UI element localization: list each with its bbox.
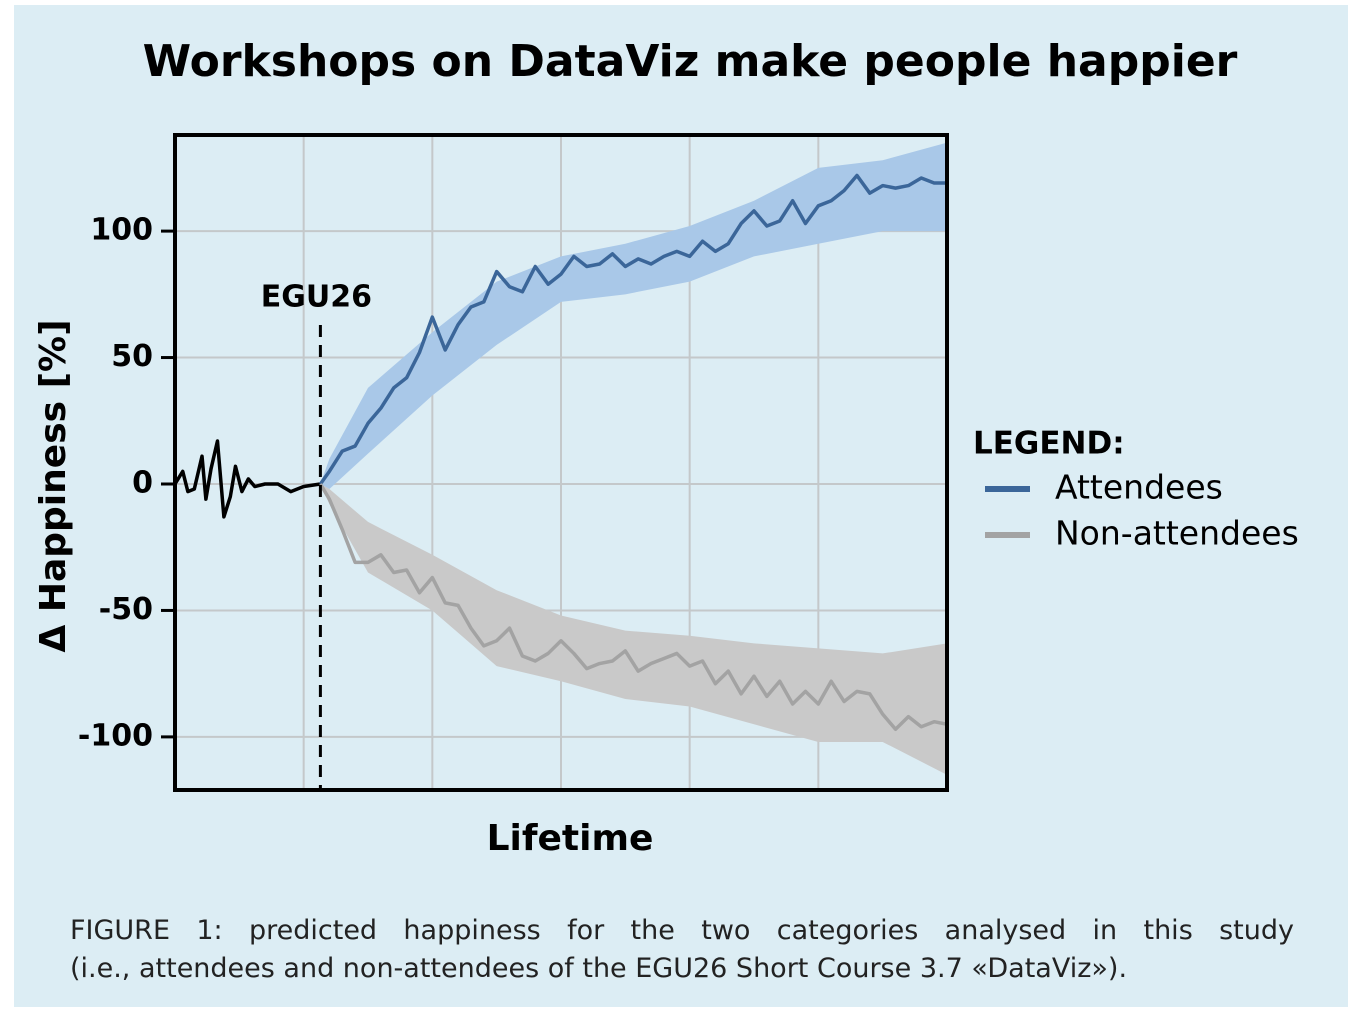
band: [320, 142, 948, 490]
chart-title: Workshops on DataViz make people happier: [143, 36, 1238, 87]
caption-line: FIGURE 1: predicted happiness for the tw…: [70, 915, 1294, 946]
y-axis-label: Δ Happiness [%]: [33, 319, 74, 652]
y-tick-label: 100: [90, 213, 153, 248]
event-label: EGU26: [261, 280, 372, 315]
line: [318, 173, 947, 486]
y-tick-label: 50: [111, 339, 153, 374]
line: [318, 483, 948, 732]
y-tick-label: 0: [132, 465, 153, 500]
line: [173, 439, 321, 519]
legend-label: Attendees: [1055, 468, 1223, 507]
y-tick-label: -50: [99, 592, 153, 627]
plot-frame: [173, 133, 949, 792]
x-axis-label: Lifetime: [487, 818, 654, 859]
legend-title: LEGEND:: [973, 426, 1125, 462]
y-tick-label: -100: [78, 718, 153, 753]
caption-line: (i.e., attendees and non-attendees of th…: [70, 953, 1128, 984]
caption: FIGURE 1: predicted happiness for the tw…: [70, 912, 1294, 988]
legend-label: Non-attendees: [1055, 514, 1299, 553]
